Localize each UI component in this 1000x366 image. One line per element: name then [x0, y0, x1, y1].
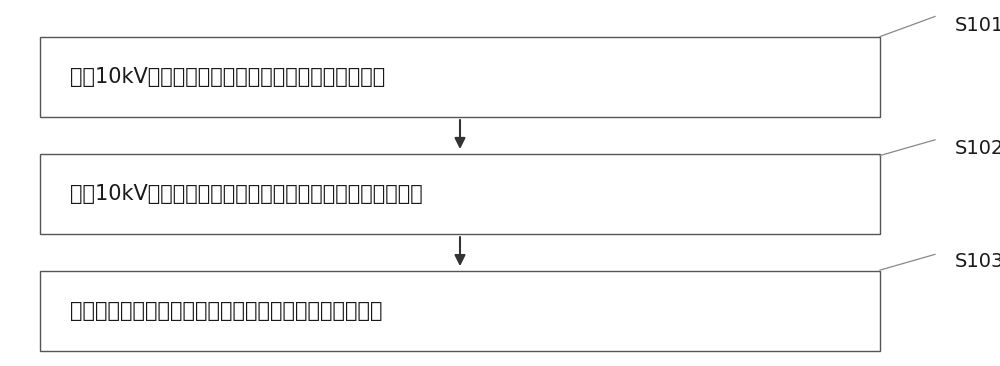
Text: S103: S103	[955, 252, 1000, 271]
Bar	[40, 37, 880, 117]
Text: 监测10kV三芯电缆的单根导体电流和外护套表皮温度: 监测10kV三芯电缆的单根导体电流和外护套表皮温度	[70, 67, 385, 87]
Text: S102: S102	[955, 139, 1000, 158]
Text: S101: S101	[955, 16, 1000, 35]
Text: 根据所述温差与所述外护套表皮温度，计算所述导体温度: 根据所述温差与所述外护套表皮温度，计算所述导体温度	[70, 301, 382, 321]
Bar	[40, 154, 880, 234]
Text: 计算10kV三芯电缆的导体温度与所述外护套表皮温度的温差: 计算10kV三芯电缆的导体温度与所述外护套表皮温度的温差	[70, 184, 423, 204]
Bar	[40, 271, 880, 351]
